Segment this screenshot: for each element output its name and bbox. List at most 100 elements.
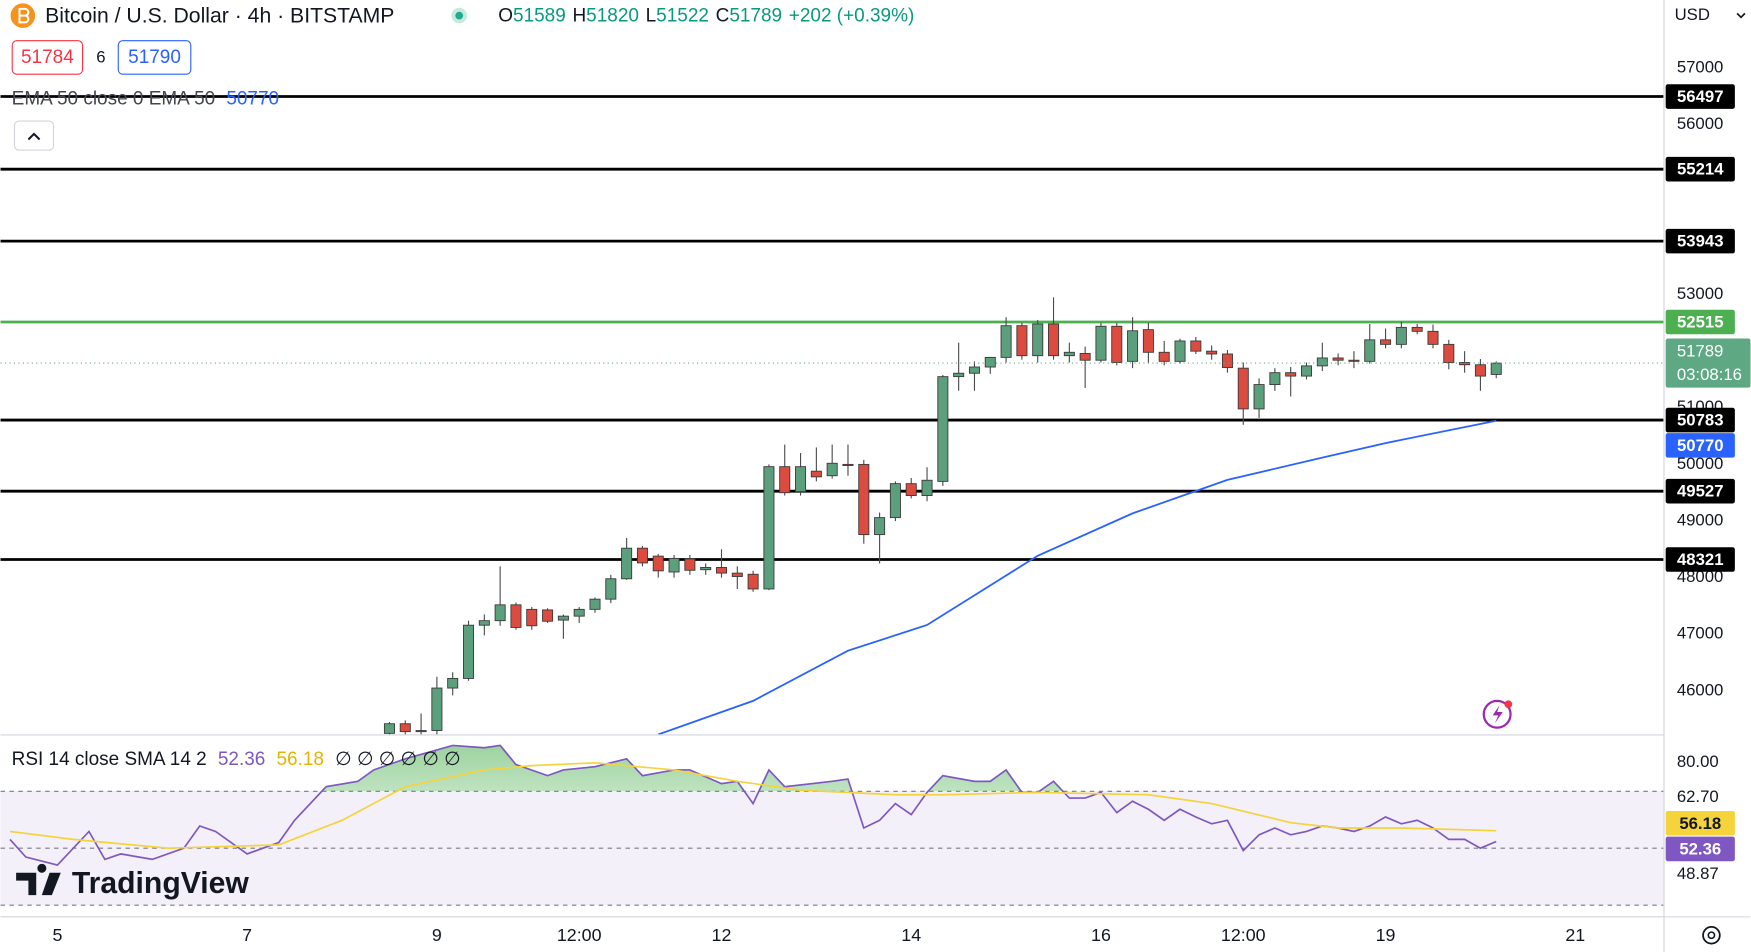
currency-selector[interactable]: USD [1675, 5, 1710, 24]
candle-body [463, 624, 475, 679]
ohlc-prefix: L [646, 6, 657, 27]
sell-button[interactable] [11, 40, 84, 75]
settings-button[interactable] [1702, 925, 1721, 945]
candle-body [1300, 365, 1313, 377]
candle-body [478, 620, 490, 626]
rsi-tick-label: 48.87 [1677, 864, 1719, 883]
ema-legend: EMA 50 close 0 EMA 50 50770 [12, 88, 279, 109]
ema-legend-title: EMA 50 close 0 EMA 50 [12, 88, 216, 109]
level-badge [1665, 407, 1735, 433]
market-status-dot [455, 11, 464, 20]
sma-legend-value: 56.18 [277, 749, 324, 770]
candle-body [700, 567, 712, 571]
candle-body [668, 557, 680, 573]
candle-body [779, 466, 791, 494]
candle-body [968, 366, 980, 374]
rsi-tick-bg [1667, 752, 1735, 773]
rsi-legend: RSI 14 close SMA 14 2 52.36 56.18 ∅ ∅ ∅ ∅ ∅… [12, 749, 461, 770]
level-label: 48321 [1677, 550, 1724, 569]
ohlc-value: 51789 [729, 6, 782, 27]
settings-icon-core [1707, 931, 1716, 940]
candle-body [415, 730, 427, 733]
candle-body [937, 376, 949, 482]
candle-body [1285, 372, 1297, 377]
ema-line [657, 419, 1497, 735]
level-badge [1665, 547, 1735, 572]
rsi-empty-values: ∅ ∅ ∅ ∅ ∅ ∅ [335, 749, 461, 770]
candle-body [984, 356, 996, 368]
logo-icon [16, 863, 61, 896]
candle-body [494, 604, 506, 622]
candle-body [1332, 357, 1344, 361]
alert-icon[interactable] [1482, 699, 1512, 729]
candle-body [905, 483, 917, 496]
candle-body [1111, 325, 1123, 363]
level-badge [1665, 228, 1735, 254]
rsi-legend-title: RSI 14 close SMA 14 2 [12, 749, 207, 770]
last-price-label: 51789 [1677, 341, 1724, 360]
candle-body [874, 517, 886, 536]
rsi-badge [1665, 836, 1735, 862]
rsi-tick-bg [1667, 864, 1735, 885]
collapse-chevron [27, 132, 41, 141]
y-tick-label: 56000 [1677, 114, 1724, 133]
ask-price: 51790 [128, 47, 181, 68]
candle-body [1016, 325, 1028, 357]
buy-button[interactable] [117, 40, 192, 75]
candle-body [542, 609, 554, 622]
candle-body [889, 483, 901, 519]
collapse-button[interactable] [13, 120, 55, 151]
rsi-tick-bg [1667, 787, 1735, 808]
candle-body [1364, 339, 1376, 362]
candle-body [1316, 357, 1328, 367]
currency-chevron [1736, 12, 1746, 19]
y-tick-label: 57000 [1677, 57, 1724, 76]
candle-body [1142, 329, 1154, 353]
candle-body [1269, 372, 1281, 386]
level-badge [1665, 156, 1735, 182]
symbol-title: Bitcoin / U.S. Dollar · 4h · BITSTAMP [45, 4, 394, 27]
x-tick-label: 19 [1376, 925, 1396, 945]
candle-body [1063, 351, 1075, 357]
candle-body [526, 608, 538, 627]
x-tick-label: 21 [1565, 925, 1585, 945]
axes: 5700056000530005200051000500004900048000… [52, 57, 1735, 945]
overbought-fill [321, 745, 1063, 792]
level-label: 53943 [1677, 232, 1724, 251]
candle-body [1380, 339, 1392, 345]
axis-badges: 56497 55214 53943 52515 50783 49527 48321 50770… [1665, 84, 1751, 862]
candle-body [763, 466, 775, 590]
candle-body [605, 578, 617, 600]
candle-body [1348, 359, 1360, 362]
alert-icon-dot [1504, 700, 1513, 709]
candle-body [431, 687, 443, 731]
candle-body [1443, 343, 1455, 363]
candle-body [684, 558, 696, 571]
candle-body [731, 572, 743, 577]
candle-body [810, 470, 822, 478]
candle-body [557, 615, 569, 621]
sma-label: 56.18 [1679, 814, 1721, 833]
rsi-tick-label: 62.70 [1677, 787, 1719, 806]
y-tick-label: 47000 [1677, 624, 1724, 643]
candle-body [383, 723, 395, 734]
candle-body [1206, 350, 1218, 355]
candle-body [1158, 351, 1170, 362]
ema-badge [1665, 433, 1735, 458]
x-tick-label: 12:00 [557, 925, 602, 945]
ohlc-change: +202 (+0.39%) [789, 6, 914, 27]
candle-body [1221, 353, 1233, 369]
sma-badge [1665, 810, 1735, 836]
x-tick-label: 12:00 [1221, 925, 1266, 945]
level-badge [1665, 84, 1735, 109]
candle-body [652, 555, 664, 572]
bitcoin-icon-glyph [18, 7, 30, 24]
candle-body [573, 608, 585, 617]
ohlc-value: 51589 [513, 6, 566, 27]
x-tick-label: 12 [712, 925, 732, 945]
x-tick-label: 16 [1091, 925, 1111, 945]
level-label: 55214 [1677, 160, 1724, 179]
y-tick-label: 49000 [1677, 510, 1724, 529]
logo-text: TradingView [72, 867, 249, 900]
